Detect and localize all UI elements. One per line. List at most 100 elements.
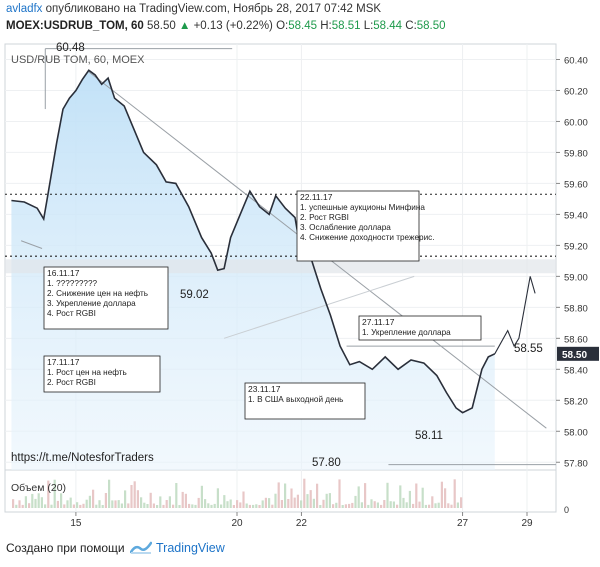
volume-bar — [348, 503, 351, 508]
volume-bar — [63, 504, 66, 508]
volume-bar — [236, 500, 239, 508]
trendline-up — [223, 275, 415, 339]
volume-bar — [50, 504, 53, 508]
volume-bar — [412, 503, 415, 508]
annotation-line: 1. В США выходной день — [248, 395, 343, 404]
volume-bar — [444, 488, 447, 508]
annotation-line: 1. Укрепление доллара — [362, 328, 451, 337]
volume-bar — [450, 504, 453, 508]
volume-bar — [156, 505, 159, 508]
annotation-date: 17.11.17 — [47, 357, 80, 367]
volume-bar — [85, 499, 88, 508]
y-tick-label: 58.40 — [564, 365, 588, 376]
volume-bar — [357, 486, 360, 508]
chart-texts: 60.48 59.02 58.55 58.11 57.80 USD/RUB TOM, 60… — [11, 42, 569, 515]
annotation-line: 2. Рост RGBI — [300, 213, 349, 222]
annotation-line: 2. Снижение цен на нефть — [47, 289, 148, 298]
volume-bar — [287, 499, 290, 508]
annotation-box — [43, 355, 161, 393]
open-label: O: — [276, 20, 289, 32]
tradingview-icon — [130, 541, 152, 554]
volume-bar — [207, 503, 210, 508]
volume-label: Объем (20) — [11, 482, 66, 494]
volume-bar — [316, 483, 319, 508]
published-text: опубликовано на TradingView.com, Ноябрь … — [45, 3, 382, 15]
price-chart[interactable]: 60.40 60.20 60.00 59.80 59.60 59.40 59.20 59.00… — [0, 38, 600, 538]
volume-bar — [149, 492, 152, 508]
annotation-line: 1. ????????? — [47, 279, 98, 288]
annotation-line: 4. Рост RGBI — [47, 309, 96, 318]
volume-bar — [130, 485, 133, 508]
volume-bar — [261, 500, 264, 508]
change-value: +0.13 (+0.22%) — [193, 20, 273, 32]
volume-bar — [178, 505, 181, 508]
close-value: 58.50 — [416, 20, 446, 32]
volume-bar — [280, 500, 283, 508]
volume-bar — [194, 504, 197, 508]
volume-bar — [376, 502, 379, 508]
volume-axis-label: 0 — [564, 505, 569, 515]
price-series-line — [11, 69, 496, 414]
volume-bar — [162, 504, 165, 508]
y-tick-label: 57.80 — [564, 458, 588, 469]
volume-bar — [197, 497, 200, 508]
x-tick-label: 15 — [70, 518, 82, 529]
volume-bar — [82, 503, 85, 508]
volume-bar — [72, 504, 75, 508]
volume-bar — [392, 501, 395, 508]
volume-bar — [460, 497, 463, 508]
volume-bar — [69, 497, 72, 508]
volume-bar — [111, 500, 114, 508]
volume-bar — [344, 504, 347, 508]
volume-bar — [440, 481, 443, 508]
volume-bar — [434, 503, 437, 508]
author-link[interactable]: avladfx — [6, 3, 43, 15]
annotation-date: 16.11.17 — [47, 268, 80, 278]
volume-bar — [159, 496, 162, 508]
y-tick-label: 58.80 — [564, 303, 588, 314]
y-tick-label: 59.20 — [564, 241, 588, 252]
volume-bar — [383, 500, 386, 508]
high-label: H: — [320, 20, 332, 32]
low-value: 58.44 — [373, 20, 403, 32]
volume-bar — [12, 499, 15, 508]
volume-bar — [200, 485, 203, 508]
volume-bar — [418, 501, 421, 508]
volume-bar — [136, 490, 139, 508]
annotation-line: 1. успешные аукционы Минфина — [300, 203, 425, 212]
tradingview-logo[interactable]: TradingView — [130, 538, 225, 558]
volume-bar — [95, 504, 98, 508]
volume-bar — [28, 503, 31, 508]
volume-bar — [117, 500, 120, 508]
volume-bar — [380, 504, 383, 508]
y-tick-label: 60.20 — [564, 86, 588, 97]
volume-bar — [98, 500, 101, 508]
x-tick-label: 27 — [457, 518, 469, 529]
volume-bar — [364, 483, 367, 508]
volume-bar — [210, 504, 213, 508]
volume-bar — [101, 505, 104, 508]
volume-bar — [264, 497, 267, 508]
price-label: 58.11 — [415, 430, 443, 442]
volume-bar — [124, 490, 127, 508]
volume-bar — [220, 504, 223, 508]
price-axis: 60.40 60.20 60.00 59.80 59.60 59.40 59.20 59.00… — [556, 55, 599, 469]
volume-bar — [47, 480, 50, 508]
volume-bar — [338, 479, 341, 508]
projection-line — [494, 276, 536, 355]
volume-bar — [181, 491, 184, 508]
volume-bar — [188, 503, 191, 508]
y-tick-label: 58.00 — [564, 427, 588, 438]
volume-bar — [31, 493, 34, 508]
volume-bar — [453, 479, 456, 508]
y-tick-label: 60.40 — [564, 55, 588, 66]
volume-bar — [79, 504, 82, 508]
volume-bar — [255, 504, 258, 508]
volume-bar — [15, 504, 18, 508]
volume-bar — [284, 483, 287, 508]
volume-bar — [248, 504, 251, 508]
volume-bar — [309, 490, 312, 508]
volume-bar — [303, 478, 306, 508]
volume-bar — [245, 503, 248, 508]
volume-bar — [405, 502, 408, 508]
